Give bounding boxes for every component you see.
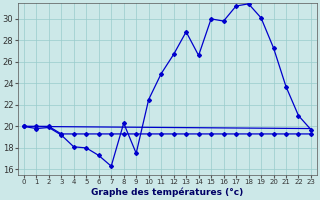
X-axis label: Graphe des températures (°c): Graphe des températures (°c) [91,188,244,197]
